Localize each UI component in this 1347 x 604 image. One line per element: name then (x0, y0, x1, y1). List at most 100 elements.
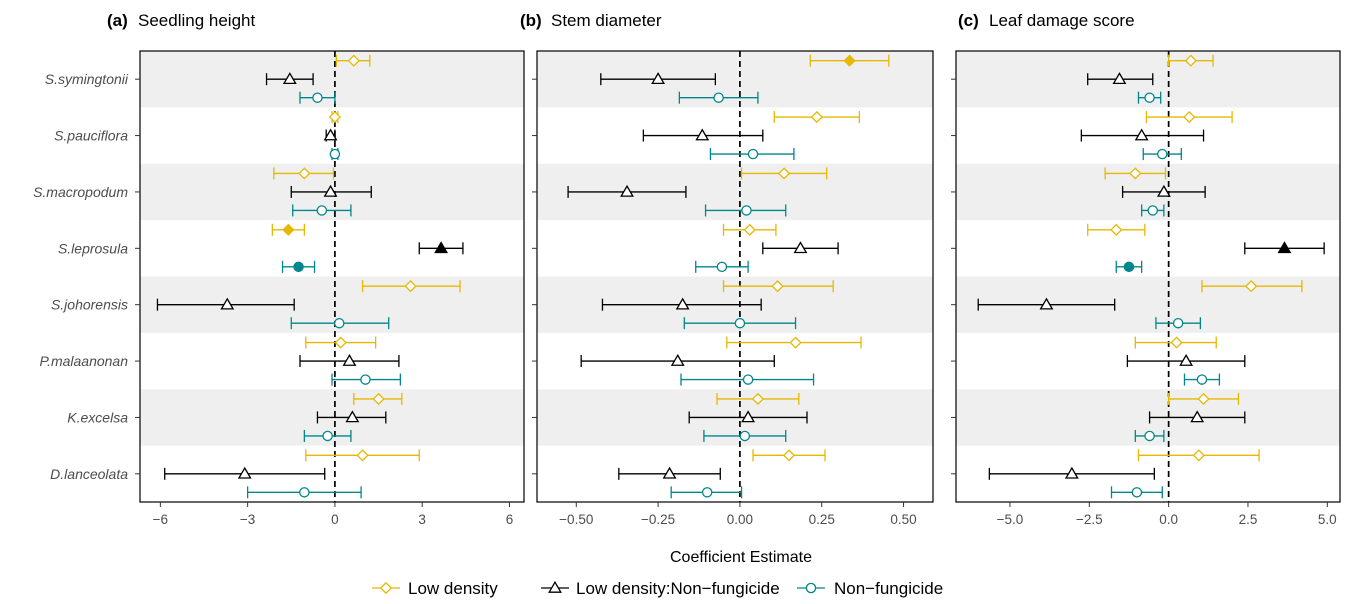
point-triangle (323, 128, 338, 141)
legend-key-triangle (548, 580, 562, 593)
point-triangle (1039, 297, 1054, 310)
point-triangle (675, 297, 690, 310)
point-circle (299, 487, 310, 498)
point-diamond (347, 54, 360, 67)
point-circle (316, 205, 328, 216)
x-tick-label: 0.50 (890, 512, 916, 527)
point-diamond (1129, 167, 1142, 180)
y-tick-label: S.pauciflora (54, 128, 128, 144)
panel-label: (a) (107, 11, 128, 30)
point-diamond (1192, 449, 1205, 462)
point-triangle (695, 128, 710, 141)
point-circle (713, 92, 724, 103)
point-triangle (282, 72, 297, 85)
point-circle (1131, 487, 1143, 498)
axis-frame (536, 50, 934, 503)
point-diamond (777, 167, 791, 180)
point-diamond (334, 336, 347, 349)
point-triangle (741, 410, 756, 423)
point-triangle (1134, 128, 1149, 141)
point-diamond (751, 392, 765, 406)
x-tick-label: −2.5 (1076, 512, 1103, 527)
y-tick-label: S.johorensis (51, 297, 128, 313)
point-triangle (662, 466, 677, 479)
point-triangle (1156, 184, 1171, 197)
panel-b: −0.50 −0.25 0.00 0.25 0.50 (b) Stem diameter (520, 11, 934, 527)
point-diamond (1197, 392, 1210, 406)
point-triangle (1064, 466, 1079, 479)
panel-c: −5.0 −2.5 0.0 2.5 5.0 (c) Leaf damage score (951, 11, 1341, 527)
point-diamond (771, 280, 784, 293)
point-diamond (328, 110, 342, 124)
x-tick-label: 0.0 (1159, 512, 1178, 527)
point-circle (747, 148, 759, 160)
row-band (140, 51, 524, 108)
point-circle (1144, 92, 1155, 103)
y-tick-label: S.symingtonii (45, 71, 129, 87)
panel-title: Stem diameter (551, 11, 662, 30)
x-tick-label: −0.50 (559, 512, 593, 527)
point-diamond (356, 449, 369, 462)
point-circle (741, 205, 752, 216)
point-diamond (1110, 223, 1123, 236)
x-tick-label: 2.5 (1239, 512, 1258, 527)
point-triangle (651, 72, 666, 85)
x-tick-label: −5.0 (997, 512, 1024, 527)
point-circle (1123, 261, 1135, 273)
point-diamond (404, 280, 417, 293)
legend: Low density Low density:Non−fungicide Non−… (372, 579, 943, 598)
point-circle (360, 374, 371, 385)
legend-label: Low density:Non−fungicide (576, 579, 780, 598)
x-tick-label: 0 (331, 512, 339, 527)
point-triangle (345, 410, 360, 423)
x-tick-label: 0.25 (809, 512, 835, 527)
axis-frame (955, 50, 1341, 503)
point-circle (1157, 148, 1168, 160)
point-diamond (282, 223, 295, 236)
axis-frame (139, 50, 525, 503)
point-diamond (743, 223, 756, 236)
y-tick-label: S.leprosula (58, 240, 128, 256)
y-tick-label: P.malaanonan (40, 353, 129, 369)
legend-label: Non−fungicide (834, 579, 943, 598)
legend-key-circle (805, 582, 817, 594)
point-circle (1172, 317, 1184, 329)
point-circle (739, 430, 751, 442)
point-diamond (843, 54, 856, 67)
point-triangle (1190, 410, 1205, 423)
y-tick-label: K.excelsa (67, 409, 128, 425)
point-triangle (342, 353, 357, 366)
point-diamond (1184, 54, 1197, 67)
point-triangle (237, 466, 252, 479)
point-diamond (1170, 336, 1183, 349)
point-diamond (1245, 280, 1258, 293)
point-triangle (1112, 72, 1127, 85)
point-circle (1147, 205, 1159, 216)
x-tick-label: −6 (153, 512, 168, 527)
point-circle (716, 261, 728, 273)
x-tick-label: −0.25 (641, 512, 675, 527)
point-circle (329, 148, 341, 160)
point-diamond (789, 336, 802, 349)
point-triangle (793, 241, 808, 254)
point-triangle (670, 353, 685, 366)
panel-label: (c) (958, 11, 979, 30)
panel-title: Leaf damage score (989, 11, 1135, 30)
y-tick-label: S.macropodum (33, 184, 128, 200)
point-triangle (1179, 353, 1194, 366)
point-diamond (810, 110, 823, 124)
panel-label: (b) (520, 11, 542, 30)
x-axis-title: Coefficient Estimate (670, 549, 812, 566)
point-circle (742, 374, 754, 385)
y-tick-label: D.lanceolata (50, 466, 128, 482)
point-circle (334, 317, 345, 329)
panels-group: −6 −3 0 3 6 S.symingtonii S.pauciflora S.macrop… (33, 11, 1341, 527)
point-circle (293, 261, 304, 273)
point-triangle (434, 241, 449, 254)
point-diamond (372, 392, 385, 406)
point-triangle (1277, 241, 1292, 254)
legend-label: Low density (408, 579, 498, 598)
point-diamond (782, 449, 796, 462)
point-triangle (620, 184, 634, 197)
